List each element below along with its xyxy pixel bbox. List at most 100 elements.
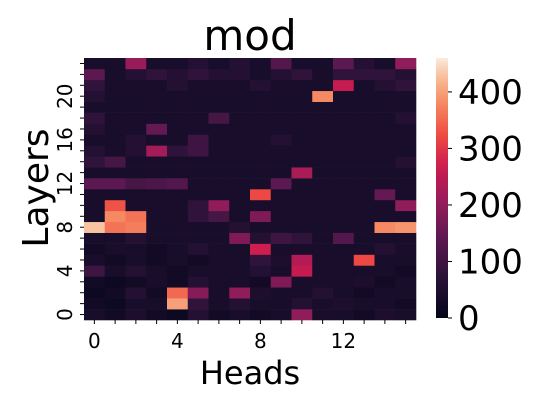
- heatmap-cell: [291, 243, 313, 255]
- heatmap-cell: [146, 309, 168, 321]
- heatmap-cell: [333, 287, 355, 299]
- heatmap-cell: [84, 58, 106, 70]
- heatmap-cell: [167, 254, 189, 266]
- colorbar-tick-label: 300: [458, 129, 523, 169]
- heatmap-cell: [270, 254, 292, 266]
- heatmap-cell: [312, 265, 334, 277]
- heatmap-cell: [167, 145, 189, 157]
- heatmap-cell: [312, 298, 334, 310]
- heatmap-cell: [187, 156, 209, 168]
- heatmap-cell: [208, 90, 230, 102]
- heatmap-cell: [208, 298, 230, 310]
- heatmap-cell: [250, 101, 272, 113]
- heatmap-cell: [312, 58, 334, 70]
- heatmap-cell: [374, 68, 396, 81]
- heatmap-cell: [229, 189, 251, 201]
- heatmap-cell: [250, 232, 272, 244]
- heatmap-cell: [84, 145, 106, 157]
- heatmap-cell: [229, 123, 251, 135]
- heatmap-cell: [374, 79, 396, 92]
- heatmap-cell: [291, 265, 313, 277]
- heatmap-cell: [208, 58, 230, 70]
- heatmap-cell: [125, 90, 147, 102]
- heatmap-cell: [208, 276, 230, 288]
- heatmap-cell: [353, 90, 375, 102]
- heatmap-cell: [333, 189, 355, 201]
- heatmap-cell: [333, 265, 355, 277]
- heatmap-cell: [229, 58, 251, 70]
- heatmap-cell: [270, 68, 292, 81]
- heatmap-cell: [187, 254, 209, 266]
- heatmap-cell: [84, 199, 106, 212]
- heatmap-cell: [374, 156, 396, 168]
- heatmap-cell: [187, 79, 209, 92]
- heatmap-cell: [374, 254, 396, 266]
- x-tick-label: 4: [171, 329, 184, 353]
- heatmap-cell: [125, 254, 147, 266]
- heatmap-cell: [125, 156, 147, 168]
- chart-title: mod: [203, 11, 296, 60]
- heatmap-cell: [291, 134, 313, 146]
- heatmap-cell: [250, 58, 272, 70]
- colorbar-tick-label: 100: [458, 242, 523, 282]
- heatmap-cell: [167, 123, 189, 135]
- heatmap-cell: [104, 232, 126, 244]
- heatmap-cell: [395, 156, 417, 168]
- heatmap-cell: [208, 232, 230, 244]
- heatmap-cell: [291, 112, 313, 124]
- heatmap-cell: [353, 178, 375, 190]
- heatmap-cell: [291, 254, 313, 266]
- heatmap-cell: [104, 167, 126, 179]
- heatmap-cell: [250, 309, 272, 321]
- heatmap-cell: [374, 58, 396, 70]
- heatmap-cell: [84, 287, 106, 299]
- heatmap-cell: [333, 243, 355, 255]
- heatmap-cell: [353, 189, 375, 201]
- colorbar-tick-label: 200: [458, 186, 523, 226]
- heatmap-cell: [250, 298, 272, 310]
- heatmap-cell: [333, 101, 355, 113]
- heatmap-cell: [250, 178, 272, 190]
- heatmap-cell: [84, 112, 106, 124]
- heatmap-cell: [312, 145, 334, 157]
- heatmap-cell: [291, 178, 313, 190]
- heatmap-cell: [84, 167, 106, 179]
- heatmap-cell: [167, 265, 189, 277]
- heatmap-cell: [250, 112, 272, 124]
- heatmap-cell: [312, 156, 334, 168]
- heatmap-cell: [125, 276, 147, 288]
- heatmap-cell: [229, 167, 251, 179]
- heatmap-cell: [208, 254, 230, 266]
- heatmap-cell: [312, 112, 334, 124]
- heatmap-cell: [312, 243, 334, 255]
- heatmap-cell: [291, 123, 313, 135]
- heatmap-cell: [250, 79, 272, 92]
- heatmap-cell: [250, 167, 272, 179]
- heatmap-cell: [270, 265, 292, 277]
- heatmap-cell: [104, 243, 126, 255]
- heatmap-cell: [374, 210, 396, 223]
- heatmap-cell: [250, 90, 272, 102]
- heatmap-cell: [104, 265, 126, 277]
- heatmap-cell: [208, 287, 230, 299]
- heatmap-cell: [208, 178, 230, 190]
- heatmap-cell: [270, 221, 292, 233]
- heatmap-cell: [333, 134, 355, 146]
- heatmap-cell: [291, 90, 313, 102]
- x-axis-ticks: 0 4 8 12: [88, 320, 407, 353]
- heatmap-cell: [395, 90, 417, 102]
- heatmap-cell: [395, 199, 417, 212]
- heatmap-cell: [187, 243, 209, 255]
- heatmap-cell: [187, 276, 209, 288]
- heatmap-cell: [270, 309, 292, 321]
- heatmap-cell: [291, 287, 313, 299]
- heatmap-cell: [291, 276, 313, 288]
- heatmap-cell: [84, 101, 106, 113]
- heatmap-cell: [333, 199, 355, 212]
- heatmap-cell: [395, 112, 417, 124]
- heatmap-cell: [125, 298, 147, 310]
- heatmap-cell: [229, 112, 251, 124]
- heatmap-cell: [333, 298, 355, 310]
- heatmap-cell: [167, 189, 189, 201]
- heatmap-cell: [291, 221, 313, 233]
